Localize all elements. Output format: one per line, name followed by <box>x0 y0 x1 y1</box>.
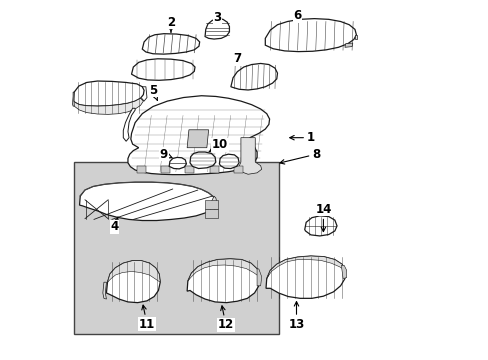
Polygon shape <box>304 216 336 236</box>
Polygon shape <box>233 166 242 173</box>
Polygon shape <box>102 282 106 299</box>
Polygon shape <box>266 256 345 279</box>
Polygon shape <box>123 108 135 141</box>
Polygon shape <box>80 182 215 221</box>
Polygon shape <box>204 19 229 39</box>
Polygon shape <box>230 63 277 90</box>
Polygon shape <box>128 96 269 175</box>
Text: 5: 5 <box>149 84 157 100</box>
Polygon shape <box>187 259 259 281</box>
Polygon shape <box>265 19 356 51</box>
Polygon shape <box>185 166 194 173</box>
Polygon shape <box>169 157 186 169</box>
Text: 1: 1 <box>289 131 314 144</box>
Polygon shape <box>219 154 239 168</box>
Text: 6: 6 <box>293 9 301 22</box>
Polygon shape <box>161 166 170 173</box>
Text: 13: 13 <box>288 302 304 331</box>
Text: 8: 8 <box>280 148 320 164</box>
Polygon shape <box>74 162 278 334</box>
Polygon shape <box>142 34 199 54</box>
Polygon shape <box>210 196 217 211</box>
Text: 9: 9 <box>160 148 172 161</box>
Polygon shape <box>131 59 195 80</box>
Polygon shape <box>204 209 217 218</box>
Polygon shape <box>237 138 261 174</box>
Polygon shape <box>190 152 215 168</box>
Text: 3: 3 <box>213 11 221 24</box>
Polygon shape <box>187 259 259 303</box>
Polygon shape <box>106 261 160 303</box>
Text: 2: 2 <box>166 16 175 32</box>
Polygon shape <box>354 35 357 40</box>
Text: 4: 4 <box>110 217 119 233</box>
Polygon shape <box>265 256 345 298</box>
Text: 14: 14 <box>315 203 331 231</box>
Polygon shape <box>257 269 261 286</box>
Polygon shape <box>73 98 143 114</box>
Text: 12: 12 <box>217 306 233 331</box>
Polygon shape <box>204 200 217 209</box>
Polygon shape <box>341 265 346 279</box>
Polygon shape <box>187 130 208 148</box>
Polygon shape <box>209 166 218 173</box>
Text: 11: 11 <box>139 305 155 331</box>
Polygon shape <box>107 261 160 282</box>
Text: 10: 10 <box>208 138 228 152</box>
Polygon shape <box>73 81 144 106</box>
Polygon shape <box>72 92 74 106</box>
Text: 7: 7 <box>233 52 241 65</box>
Polygon shape <box>344 43 352 47</box>
Polygon shape <box>137 166 145 173</box>
